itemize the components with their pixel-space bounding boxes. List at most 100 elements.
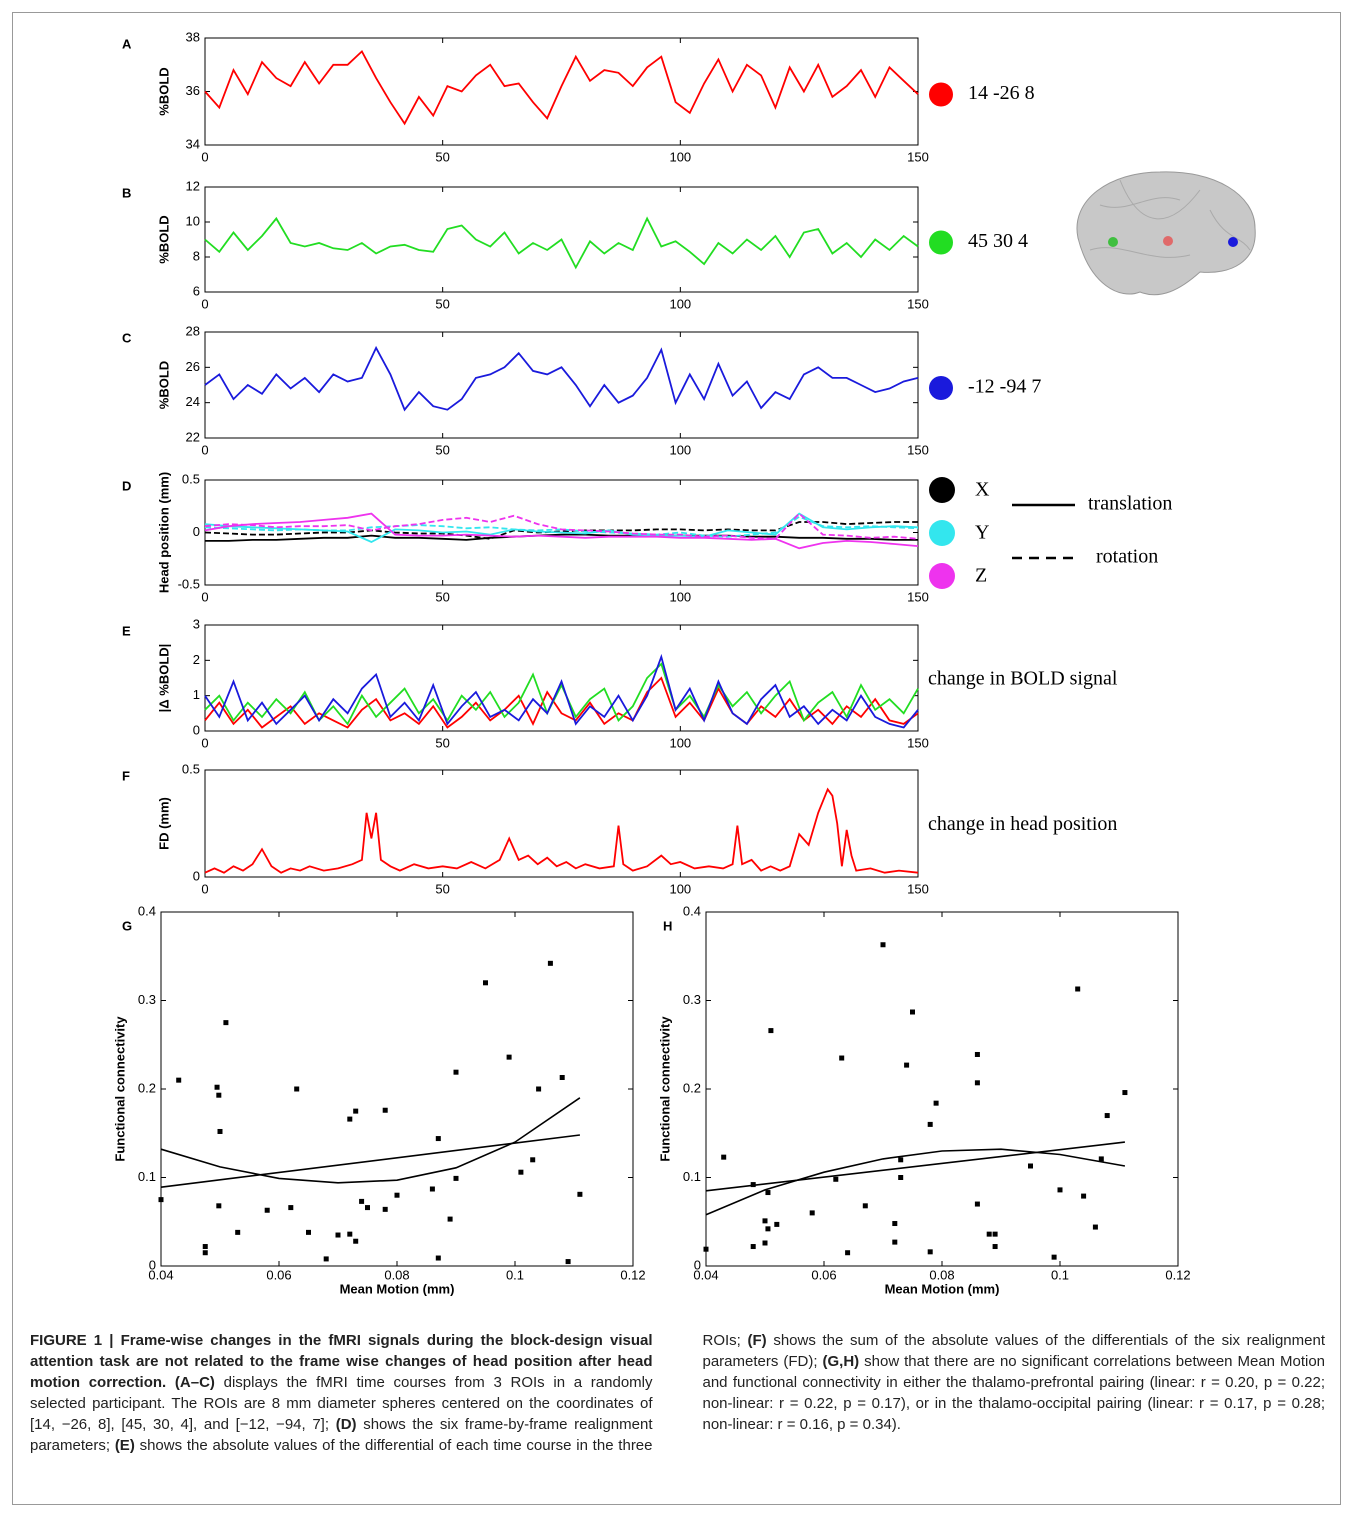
y-axis-label: Functional connectivity: [112, 1016, 127, 1162]
scatter-point: [762, 1240, 768, 1246]
fit-line: [705, 1141, 1125, 1192]
x-tick-label: 50: [435, 589, 449, 604]
x-tick-label: 100: [669, 149, 691, 164]
series-line: [204, 216, 919, 270]
scatter-point: [214, 1084, 220, 1090]
legend-marker: [929, 563, 955, 589]
x-tick-label: 0.1: [1051, 1267, 1069, 1282]
x-tick-label: 0.12: [1165, 1267, 1190, 1282]
legend-marker: [929, 82, 953, 107]
brain-illustration: [1076, 171, 1256, 296]
y-tick-label: 0.2: [138, 1080, 156, 1095]
panel-label: H: [663, 918, 672, 933]
scatter-point: [809, 1210, 815, 1216]
scatter-point: [429, 1186, 435, 1192]
y-tick-label: 6: [193, 283, 200, 298]
x-tick-label: 0.04: [693, 1267, 718, 1282]
scatter-point: [1051, 1254, 1057, 1260]
scatter-point: [768, 1028, 774, 1034]
x-axis-label: Mean Motion (mm): [340, 1281, 455, 1296]
scatter-point: [323, 1256, 329, 1262]
scatter-point: [453, 1175, 459, 1181]
x-tick-label: 150: [907, 296, 929, 311]
y-axis-label: FD (mm): [156, 797, 171, 850]
legend-label: -12 -94 7: [968, 376, 1041, 398]
y-tick-label: 28: [186, 323, 200, 338]
panel-label: C: [122, 330, 132, 345]
scatter-point: [435, 1136, 441, 1142]
scatter-point: [202, 1250, 208, 1256]
panel-label: B: [122, 185, 131, 200]
scatter-point: [992, 1244, 998, 1250]
legend-marker: [929, 376, 953, 400]
y-tick-label: 0.5: [182, 471, 200, 486]
scatter-point: [506, 1054, 512, 1060]
x-axis-label: Mean Motion (mm): [885, 1281, 1000, 1296]
legend-label: 14 -26 8: [968, 82, 1035, 104]
scatter-point: [1028, 1163, 1033, 1169]
x-tick-label: 150: [907, 735, 929, 750]
scatter-point: [382, 1206, 388, 1212]
scatter-point: [1057, 1187, 1063, 1193]
y-tick-label: 0.4: [138, 903, 156, 918]
y-axis-label: %BOLD: [156, 215, 171, 263]
plot-frame: [160, 911, 634, 1267]
scatter-point: [294, 1086, 300, 1092]
scatter-point: [1104, 1113, 1110, 1119]
panel-label: F: [122, 768, 130, 783]
scatter-point: [453, 1069, 459, 1075]
scatter-point: [927, 1249, 933, 1255]
legend-label: X: [975, 479, 990, 501]
scatter-point: [565, 1259, 571, 1265]
panel-label: D: [122, 478, 131, 493]
scatter-point: [721, 1154, 727, 1160]
scatter-point: [347, 1116, 353, 1122]
scatter-point: [862, 1203, 868, 1209]
y-tick-label: 0: [193, 722, 200, 737]
scatter-point: [536, 1086, 542, 1092]
scatter-point: [447, 1216, 453, 1222]
x-tick-label: 150: [907, 442, 929, 457]
y-tick-label: 0.1: [138, 1169, 156, 1184]
scatter-point: [774, 1221, 780, 1227]
y-tick-label: 0: [694, 1257, 701, 1272]
legend-marker: [929, 477, 955, 503]
scatter-point: [223, 1020, 229, 1026]
scatter-point: [898, 1157, 904, 1163]
plot-frame: [204, 769, 919, 878]
x-tick-label: 0.04: [148, 1267, 173, 1282]
scatter-point: [353, 1108, 359, 1114]
caption-text: show that there are no significant corre…: [702, 1353, 1326, 1433]
scatter-point: [839, 1055, 845, 1061]
scatter-point: [577, 1191, 583, 1197]
scatter-point: [530, 1157, 536, 1163]
y-tick-label: 0: [193, 524, 200, 539]
caption-text: shows the sum of the absolute values of …: [702, 1332, 1326, 1370]
caption-bold-text: FIGURE 1 | Frame-wise changes in the fMR…: [30, 1332, 653, 1391]
scatter-point: [483, 980, 488, 986]
x-tick-label: 150: [907, 881, 929, 896]
series-line: [204, 49, 919, 126]
series-line: [204, 515, 919, 538]
x-tick-label: 0: [201, 589, 208, 604]
scatter-point: [559, 1074, 565, 1080]
scatter-point: [992, 1231, 998, 1237]
y-axis-label: Head position (mm): [156, 472, 171, 593]
x-tick-label: 0.06: [811, 1267, 836, 1282]
x-tick-label: 100: [669, 589, 691, 604]
y-axis-label: %BOLD: [156, 361, 171, 409]
scatter-point: [892, 1239, 898, 1245]
legend-label: translation: [1088, 493, 1172, 515]
scatter-point: [1098, 1156, 1104, 1162]
scatter-point: [359, 1198, 365, 1204]
series-line: [204, 787, 919, 874]
y-tick-label: 0.3: [138, 992, 156, 1007]
x-tick-label: 100: [669, 735, 691, 750]
scatter-point: [880, 942, 886, 948]
scatter-point: [1075, 986, 1081, 992]
plot-frame: [204, 37, 919, 146]
y-tick-label: 12: [186, 178, 200, 193]
caption-bold-text: (E): [114, 1437, 135, 1454]
x-tick-label: 50: [435, 296, 449, 311]
x-tick-label: 50: [435, 735, 449, 750]
